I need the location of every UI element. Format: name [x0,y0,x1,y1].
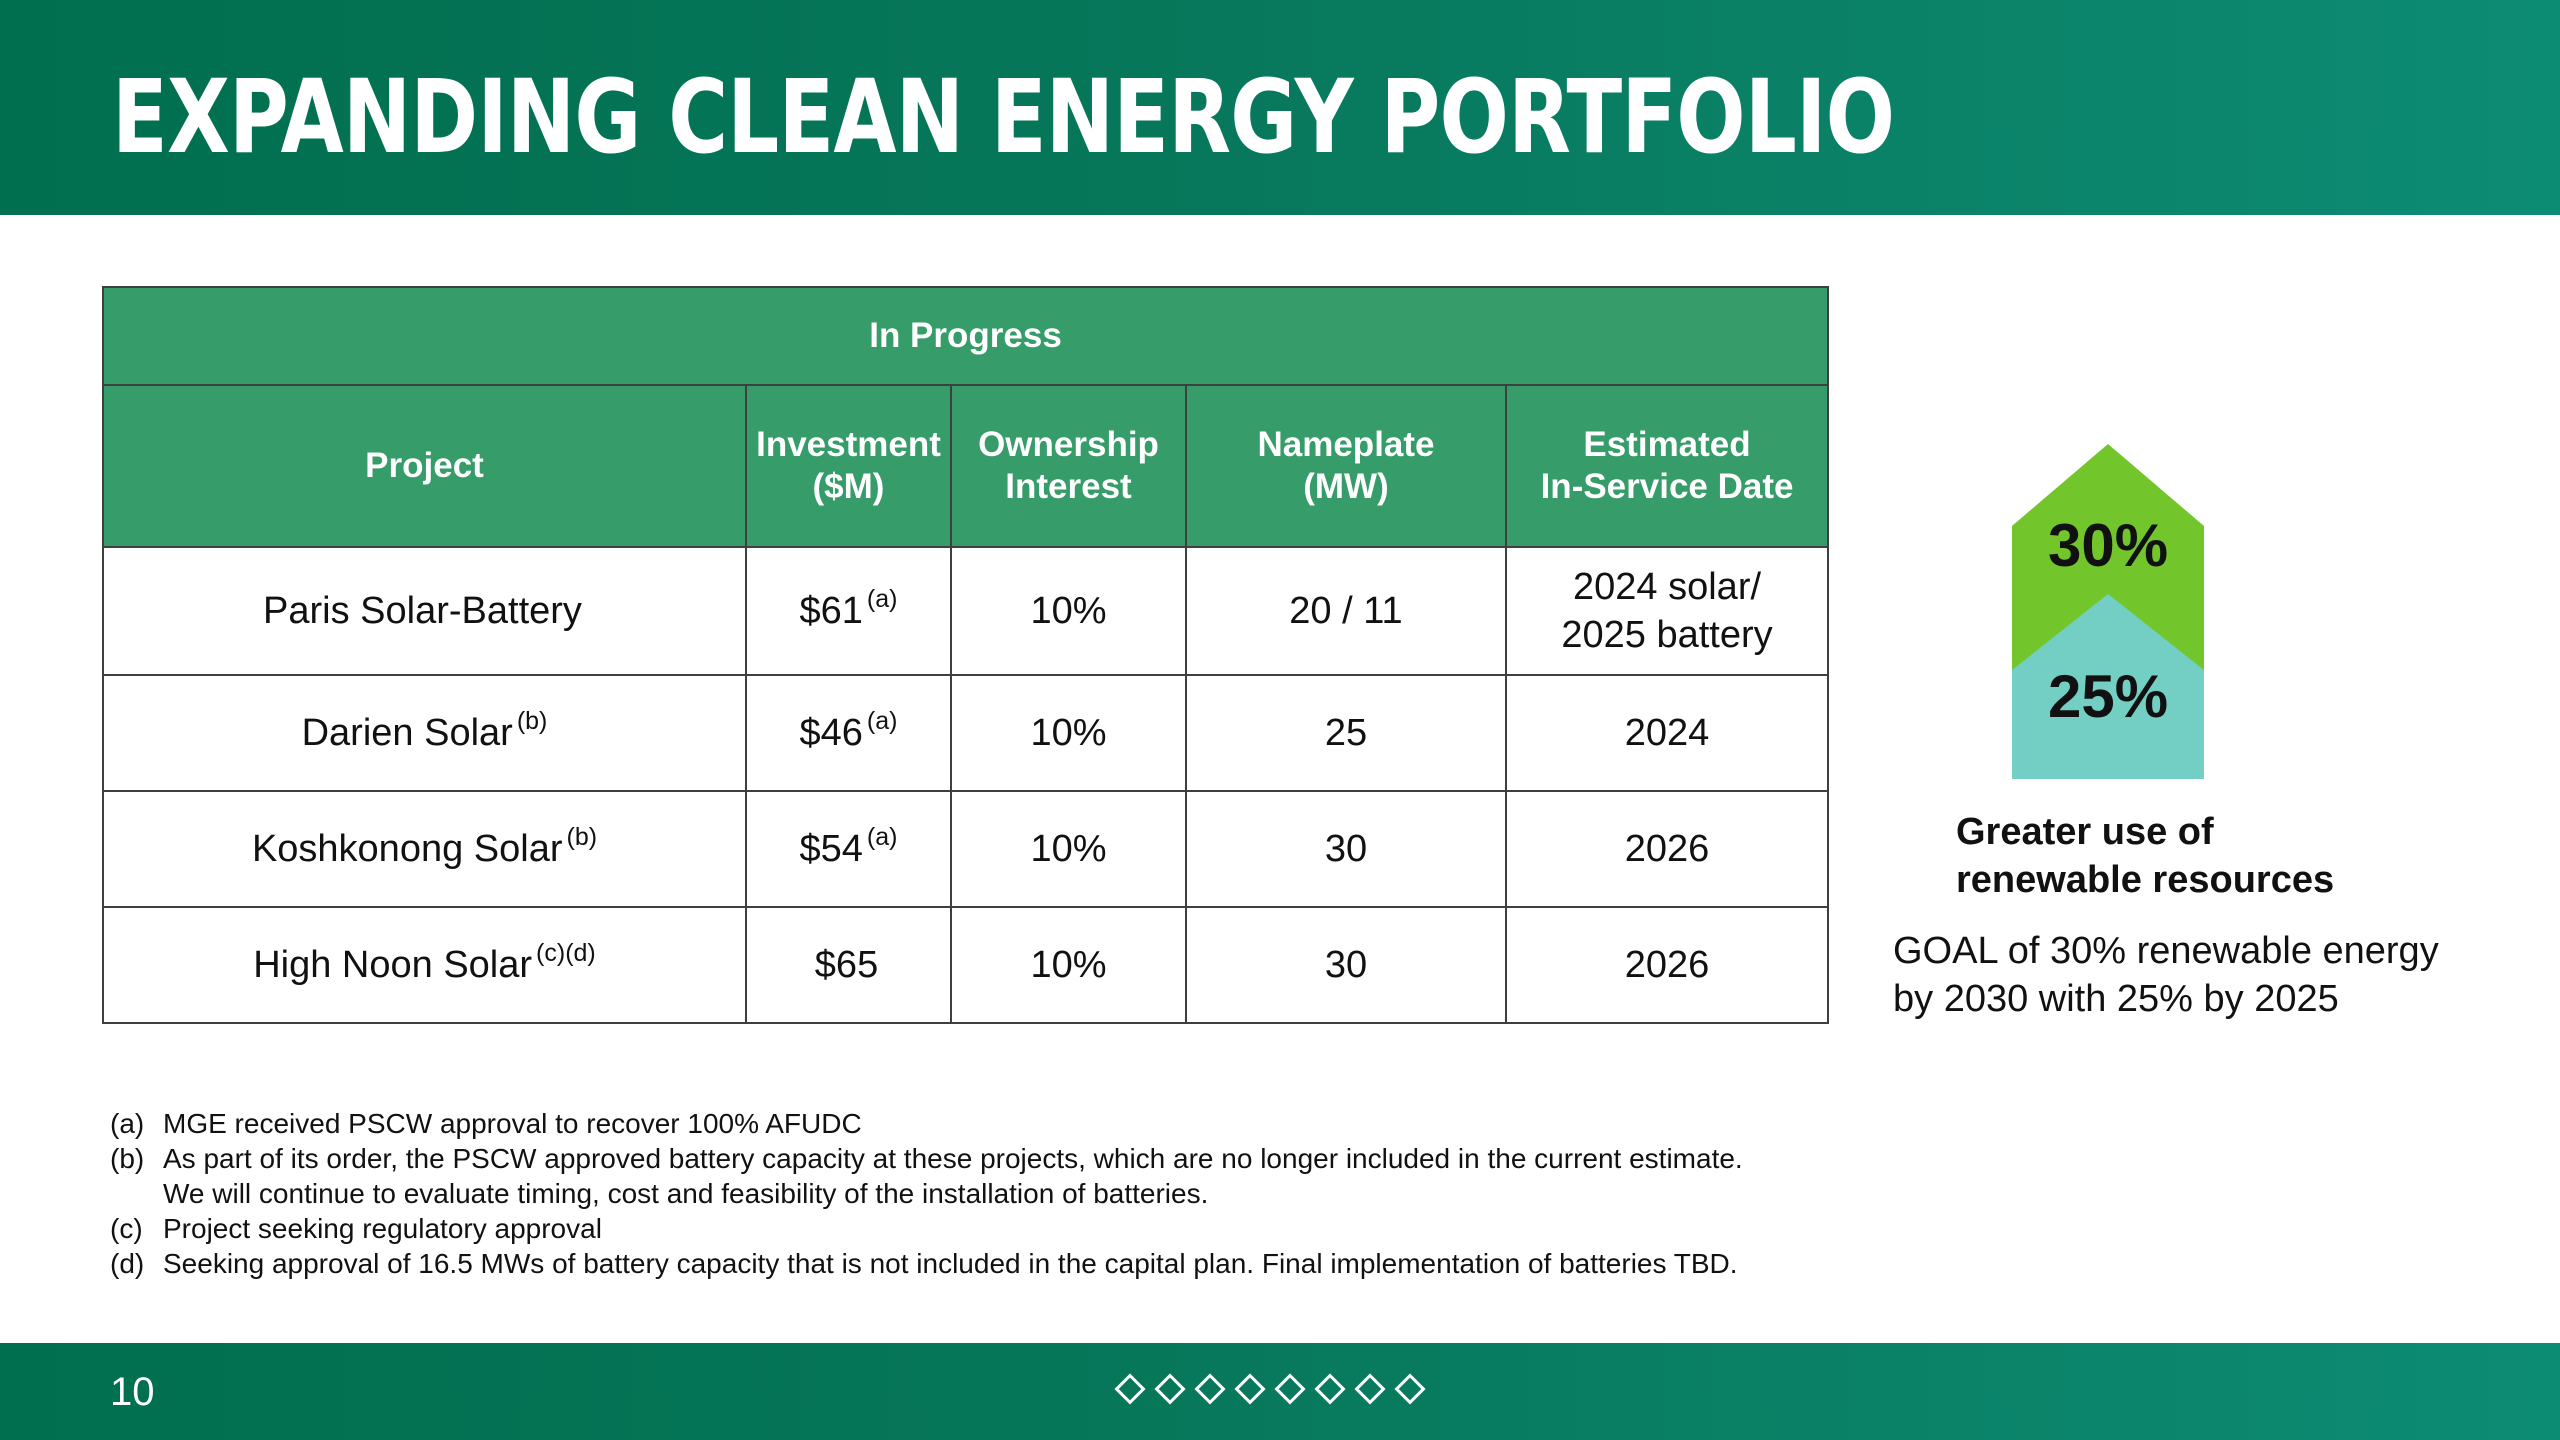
goal-30-label: 30% [2047,512,2169,579]
footnote-a: (a) MGE received PSCW approval to recover… [110,1108,862,1139]
diamond-icon [1114,1373,1146,1405]
table-row: Paris Solar-Battery $61 (a) 10% 20 / 11 2… [102,546,1830,676]
cell-in-service-date: 2024 [1504,674,1830,792]
diamond-icon [1394,1373,1426,1405]
cell-in-service-date: 2026 [1504,790,1830,908]
cell-investment: $65 [745,906,952,1024]
cell-nameplate: 20 / 11 [1185,546,1507,676]
slide-title: EXPANDING CLEAN ENERGY PORTFOLIO [112,58,1895,177]
diamond-icon [1314,1373,1346,1405]
goal-25-label: 25% [2047,663,2169,730]
cell-investment: $54 (a) [745,790,952,908]
cell-investment: $46 (a) [745,674,952,792]
table-header-row: Project Investment ($M) Ownership Interest… [102,384,1830,548]
diamond-icon [1354,1373,1386,1405]
cell-ownership: 10% [950,546,1187,676]
footer-bar: 10 [0,1343,2560,1440]
goal-25-shape [2012,594,2204,779]
header-nameplate: Nameplate (MW) [1185,384,1507,548]
renewable-goal-graphic: 30% 25% [2012,444,2204,779]
title-bar: EXPANDING CLEAN ENERGY PORTFOLIO [0,0,2560,215]
in-progress-band: In Progress [101,286,1830,386]
cell-ownership: 10% [950,790,1187,908]
diamond-icon [1194,1373,1226,1405]
table-row: High Noon Solar (c)(d) $65 10% 30 2026 [102,906,1830,1024]
diamond-icon [1234,1373,1266,1405]
cell-project: Paris Solar-Battery [102,546,747,676]
cell-project: Darien Solar (b) [102,674,747,792]
diamond-icon [1154,1373,1186,1405]
cell-ownership: 10% [950,674,1187,792]
page-number: 10 [110,1370,155,1414]
footnote-b: (b) As part of its order, the PSCW approv… [110,1143,1743,1209]
table-band-row: In Progress [101,286,1830,386]
cell-project: Koshkonong Solar (b) [102,790,747,908]
header-project: Project [102,384,747,548]
header-ownership: Ownership Interest [950,384,1187,548]
footnotes: (a) MGE received PSCW approval to recover… [110,1106,1840,1281]
cell-project: High Noon Solar (c)(d) [102,906,747,1024]
cell-in-service-date: 2026 [1504,906,1830,1024]
footnote-c: (c) Project seeking regulatory approval [110,1213,602,1244]
cell-nameplate: 30 [1185,790,1507,908]
diamond-icon [1274,1373,1306,1405]
renewable-goal-text: GOAL of 30% renewable energy by 2030 with… [1893,930,2439,1020]
cell-nameplate: 30 [1185,906,1507,1024]
cell-ownership: 10% [950,906,1187,1024]
renewable-heading: Greater use of renewable resources [1956,811,2335,901]
cell-in-service-date: 2024 solar/2025 battery [1504,546,1830,676]
in-progress-table: In Progress Project Investment ($M) Owner… [101,286,1830,1024]
header-investment: Investment ($M) [745,384,952,548]
header-in-service-date: Estimated In-Service Date [1504,384,1830,548]
cell-investment: $61 (a) [745,546,952,676]
table-row: Koshkonong Solar (b) $54 (a) 10% 30 2026 [102,790,1830,908]
footnote-d: (d) Seeking approval of 16.5 MWs of batte… [110,1248,1738,1279]
table-row: Darien Solar (b) $46 (a) 10% 25 2024 [102,674,1830,792]
cell-nameplate: 25 [1185,674,1507,792]
